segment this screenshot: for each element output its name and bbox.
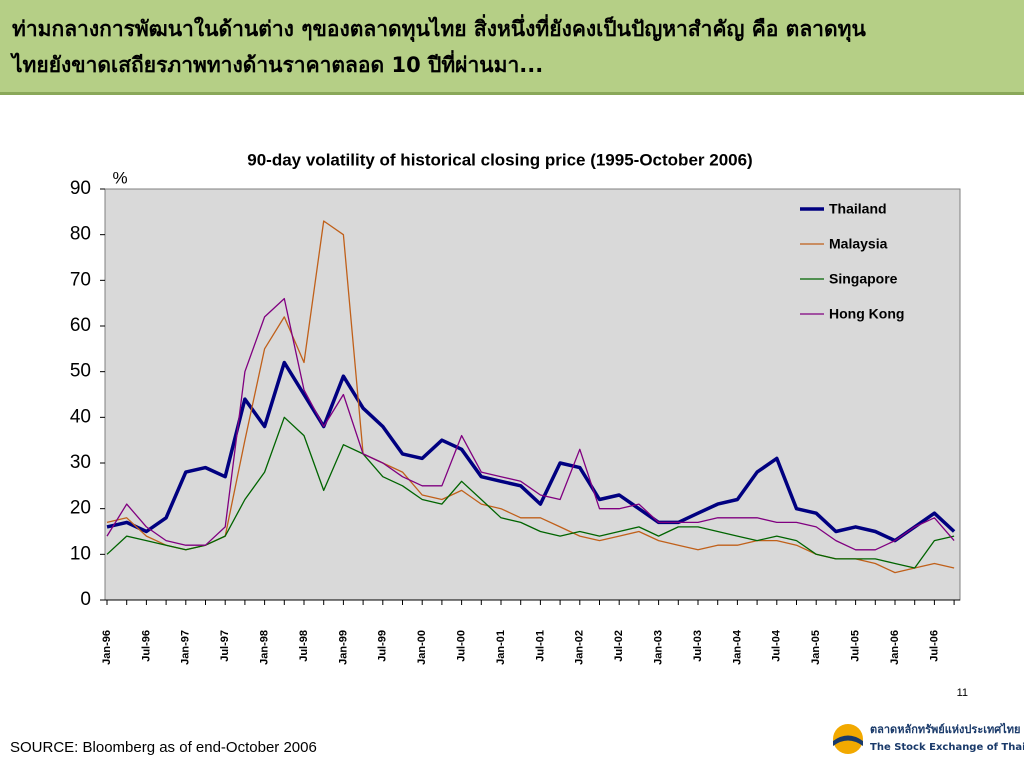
x-tick-label: Jan-00 [416, 630, 428, 665]
logo-thai: ตลาดหลักทรัพย์แห่งประเทศไทย [870, 722, 1020, 736]
x-tick-label: Jul-06 [928, 630, 940, 662]
header-rule [0, 92, 1024, 95]
y-tick-label: 40 [70, 406, 91, 427]
x-tick-label: Jul-99 [377, 630, 389, 662]
x-tick-label: Jan-96 [101, 630, 113, 665]
y-tick-label: 50 [70, 361, 91, 382]
y-tick-label: 90 [70, 178, 91, 199]
legend-label: Thailand [829, 201, 887, 217]
x-tick-label: Jul-03 [692, 630, 704, 662]
x-tick-label: Jan-06 [889, 630, 901, 665]
x-tick-label: Jan-99 [337, 630, 349, 665]
x-tick-label: Jul-97 [219, 630, 231, 662]
y-tick-label: 30 [70, 452, 91, 473]
page-number: 11 [957, 687, 968, 699]
legend-label: Hong Kong [829, 306, 904, 322]
series-line [106, 416, 955, 569]
x-tick-label: Jul-98 [298, 630, 310, 662]
x-tick-label: Jan-03 [653, 630, 665, 665]
logo-english: The Stock Exchange of Thailand [870, 742, 1024, 753]
plot-area [104, 188, 961, 601]
legend-label: Singapore [829, 271, 898, 287]
x-tick-label: Jul-96 [140, 630, 152, 662]
header-line: ไทยยังขาดเสถียรภาพทางด้านราคาตลอด 10 ปีท… [10, 49, 543, 77]
header-line: ท่ามกลางการพัฒนาในด้านต่าง ๆของตลาดทุนไท… [12, 13, 866, 43]
y-tick-label: 0 [80, 589, 91, 610]
x-tick-label: Jan-05 [810, 630, 822, 665]
legend-label: Malaysia [829, 236, 888, 252]
y-tick-label: 70 [70, 269, 91, 290]
x-tick-label: Jan-97 [180, 630, 192, 665]
y-axis-label: % [112, 168, 127, 187]
x-tick-label: Jul-02 [613, 630, 625, 662]
x-tick-label: Jul-05 [850, 630, 862, 662]
chart-title: 90-day volatility of historical closing … [247, 150, 752, 169]
y-tick-label: 10 [70, 543, 91, 564]
x-tick-label: Jul-00 [456, 630, 468, 662]
header-band [0, 0, 1024, 92]
y-tick-label: 80 [70, 224, 91, 245]
y-tick-label: 60 [70, 315, 91, 336]
x-tick-label: Jan-98 [259, 630, 271, 665]
x-tick-label: Jul-01 [534, 630, 546, 662]
x-tick-label: Jul-04 [771, 629, 783, 662]
y-tick-label: 20 [70, 498, 91, 519]
x-tick-label: Jan-01 [495, 630, 507, 665]
series-line [106, 360, 956, 543]
x-tick-label: Jan-04 [731, 629, 743, 665]
logo-wave [833, 735, 863, 746]
x-tick-label: Jan-02 [574, 630, 586, 665]
source: SOURCE: Bloomberg as of end-October 2006 [10, 739, 317, 756]
series-line [106, 297, 955, 551]
